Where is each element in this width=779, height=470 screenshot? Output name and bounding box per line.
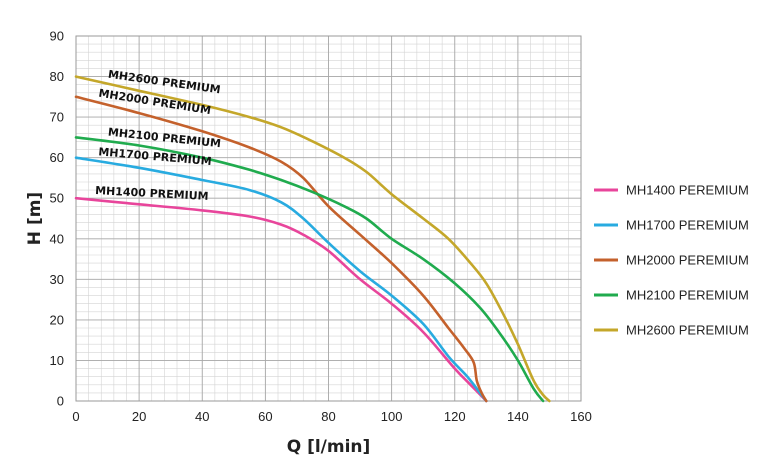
x-tick-label: 0 — [72, 409, 79, 424]
legend-label-4: MH2600 PEREMIUM — [626, 323, 749, 338]
y-tick-label: 70 — [50, 110, 64, 125]
plot-frame — [75, 35, 582, 402]
y-tick-label: 50 — [50, 191, 64, 206]
x-tick-label: 140 — [507, 409, 529, 424]
legend: MH1400 PEREMIUM MH1700 PEREMIUM MH2000 PER… — [594, 183, 749, 338]
y-tick-label: 60 — [50, 150, 64, 165]
series-line-4 — [74, 75, 551, 403]
legend-label-3: MH2100 PEREMIUM — [626, 288, 749, 303]
x-tick-label: 40 — [195, 409, 209, 424]
legend-label-0: MH1400 PEREMIUM — [626, 183, 749, 198]
x-tick-label: 20 — [132, 409, 146, 424]
x-tick-labels: 0 20 40 60 80 100 120 140 160 — [72, 409, 591, 424]
y-tick-label: 80 — [50, 69, 64, 84]
y-axis-title: H [m] — [25, 192, 45, 245]
series-line-3 — [74, 136, 545, 403]
curve-label-0: MH1400 PREMIUM — [95, 184, 209, 203]
x-axis-title: Q [l/min] — [287, 437, 371, 457]
series-line-0 — [74, 196, 488, 403]
y-tick-label: 10 — [50, 353, 64, 368]
y-tick-label: 30 — [50, 272, 64, 287]
legend-label-1: MH1700 PEREMIUM — [626, 218, 749, 233]
y-tick-label: 0 — [57, 394, 64, 409]
series-line-2 — [74, 95, 488, 403]
x-tick-label: 100 — [381, 409, 403, 424]
y-tick-label: 90 — [50, 29, 64, 44]
y-tick-label: 40 — [50, 231, 64, 246]
legend-label-2: MH2000 PEREMIUM — [626, 253, 749, 268]
x-tick-label: 80 — [321, 409, 335, 424]
series-lines — [74, 75, 551, 403]
y-tick-label: 20 — [50, 312, 64, 327]
x-tick-label: 60 — [258, 409, 272, 424]
series-line-1 — [74, 156, 488, 403]
x-tick-label: 120 — [444, 409, 466, 424]
x-tick-label: 160 — [570, 409, 592, 424]
y-tick-labels: 0 10 20 30 40 50 60 70 80 90 — [50, 29, 64, 409]
